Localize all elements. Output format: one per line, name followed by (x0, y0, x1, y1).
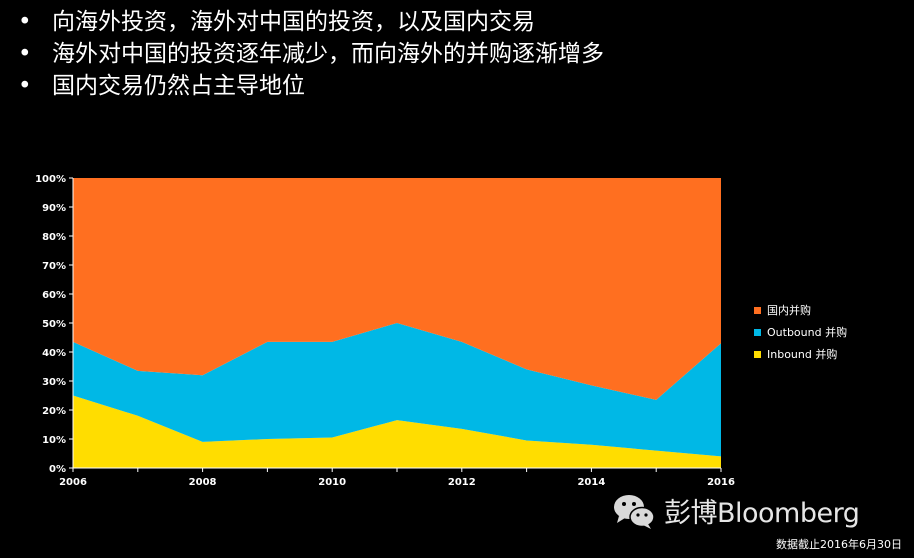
y-tick-label: 20% (42, 406, 66, 417)
y-tick-label: 40% (42, 348, 66, 359)
area-series-domestic (73, 178, 721, 400)
bullet-item: • 向海外投资，海外对中国的投资，以及国内交易 (18, 6, 604, 38)
legend-swatch-domestic (754, 306, 761, 314)
y-tick-label: 0% (49, 464, 66, 475)
y-tick-label: 70% (42, 261, 66, 272)
area-series-inbound (73, 395, 721, 468)
bullet-text: 国内交易仍然占主导地位 (52, 73, 305, 99)
footnote: 数据截止2016年6月30日 (776, 538, 902, 551)
area-series-group (73, 178, 721, 468)
bullet-text: 海外对中国的投资逐年减少，而向海外的并购逐渐增多 (52, 41, 604, 67)
x-tick-label: 2010 (318, 477, 346, 488)
y-tick-label: 10% (42, 435, 66, 446)
watermark: 彭博Bloomberg (612, 491, 860, 530)
area-series-outbound (73, 323, 721, 457)
bullet-list: • 向海外投资，海外对中国的投资，以及国内交易 • 海外对中国的投资逐年减少，而向海… (18, 6, 604, 102)
x-tick-label: 2008 (189, 477, 217, 488)
y-tick-label: 50% (42, 319, 66, 330)
chart-legend: 国内并购 Outbound 并购 Inbound 并购 (754, 299, 847, 365)
legend-label-domestic: 国内并购 (767, 304, 811, 317)
axes-group: 0% 10% 20% 30% 40% 50% 60% 70% 80% 90% 100% 2006 200… (35, 174, 735, 488)
y-tick-label: 80% (42, 232, 66, 243)
bullet-item: • 海外对中国的投资逐年减少，而向海外的并购逐渐增多 (18, 38, 604, 70)
x-tick-label: 2012 (448, 477, 476, 488)
bullet-dot: • (18, 41, 32, 67)
stacked-area-chart: 0% 10% 20% 30% 40% 50% 60% 70% 80% 90% 100% 2006 200… (35, 174, 735, 488)
legend-item-domestic: 国内并购 (754, 299, 847, 321)
legend-label-inbound: Inbound 并购 (767, 348, 838, 361)
legend-swatch-outbound (754, 328, 761, 336)
legend-item-outbound: Outbound 并购 (754, 321, 847, 343)
wechat-icon (614, 494, 655, 529)
legend-swatch-inbound (754, 350, 761, 358)
x-tick-label: 2006 (59, 477, 87, 488)
bullet-text: 向海外投资，海外对中国的投资，以及国内交易 (52, 9, 535, 35)
y-tick-label: 60% (42, 290, 66, 301)
bullet-dot: • (18, 9, 32, 35)
x-tick-label: 2016 (707, 477, 735, 488)
y-tick-label: 90% (42, 203, 66, 214)
bullet-item: • 国内交易仍然占主导地位 (18, 70, 604, 102)
x-tick-label: 2014 (577, 477, 605, 488)
watermark-text: 彭博Bloomberg (664, 498, 860, 529)
y-tick-label: 100% (35, 174, 66, 185)
legend-item-inbound: Inbound 并购 (754, 343, 847, 365)
legend-label-outbound: Outbound 并购 (767, 326, 848, 339)
bullet-dot: • (18, 73, 32, 99)
y-tick-label: 30% (42, 377, 66, 388)
